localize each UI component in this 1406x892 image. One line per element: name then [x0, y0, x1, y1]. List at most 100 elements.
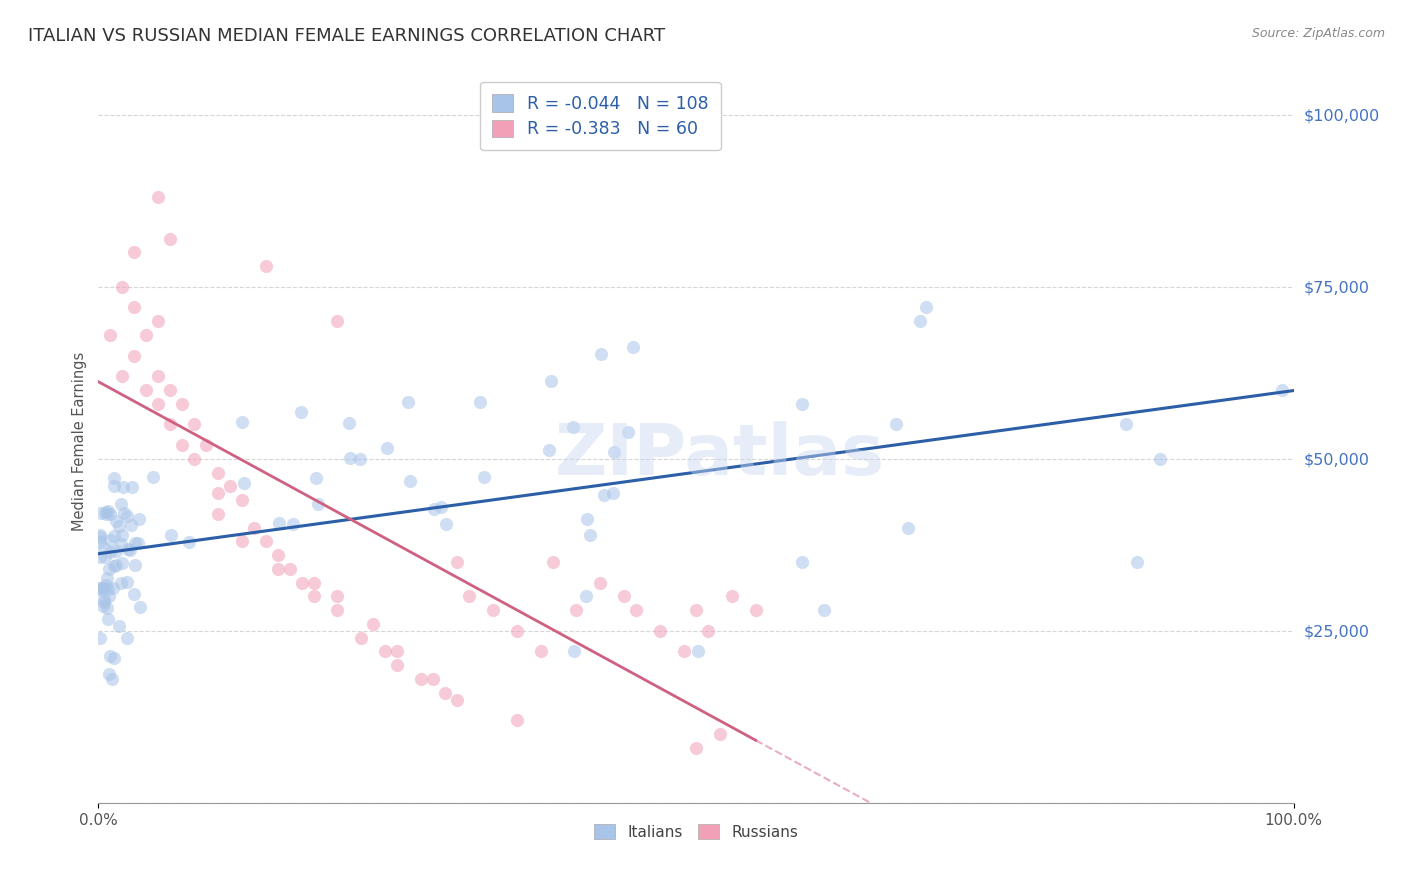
Point	[326, 603, 349, 617]
Point	[326, 314, 349, 328]
Point	[231, 493, 253, 508]
Point	[398, 474, 420, 488]
Point	[337, 417, 360, 431]
Point	[160, 527, 183, 541]
Point	[813, 603, 835, 617]
Point	[103, 529, 125, 543]
Point	[90, 506, 112, 520]
Point	[135, 327, 157, 342]
Point	[468, 395, 491, 409]
Point	[148, 314, 170, 328]
Point	[267, 562, 290, 576]
Point	[697, 624, 720, 638]
Text: Source: ZipAtlas.com: Source: ZipAtlas.com	[1251, 27, 1385, 40]
Point	[93, 595, 115, 609]
Point	[565, 603, 588, 617]
Point	[89, 581, 111, 595]
Point	[374, 644, 396, 658]
Point	[575, 590, 598, 604]
Point	[98, 545, 121, 559]
Point	[385, 658, 409, 673]
Point	[1271, 383, 1294, 397]
Point	[110, 497, 132, 511]
Point	[93, 541, 115, 555]
Point	[97, 582, 120, 597]
Point	[243, 520, 266, 534]
Point	[231, 415, 253, 429]
Point	[89, 549, 111, 564]
Point	[422, 501, 444, 516]
Point	[148, 369, 170, 384]
Point	[108, 619, 131, 633]
Point	[709, 727, 731, 741]
Point	[112, 506, 135, 520]
Point	[96, 505, 118, 519]
Point	[307, 497, 329, 511]
Point	[593, 488, 616, 502]
Point	[115, 509, 138, 524]
Point	[910, 314, 932, 328]
Point	[89, 528, 111, 542]
Point	[540, 374, 562, 388]
Point	[304, 471, 326, 485]
Point	[434, 686, 457, 700]
Point	[124, 301, 146, 315]
Point	[506, 713, 529, 727]
Point	[103, 559, 125, 574]
Point	[278, 562, 301, 576]
Point	[159, 383, 181, 397]
Point	[884, 417, 907, 432]
Point	[98, 648, 121, 663]
Point	[183, 417, 205, 432]
Point	[89, 632, 111, 646]
Point	[89, 535, 111, 549]
Point	[98, 327, 122, 342]
Point	[121, 480, 143, 494]
Point	[474, 470, 496, 484]
Point	[232, 475, 254, 490]
Point	[94, 550, 117, 565]
Point	[254, 259, 277, 273]
Point	[135, 383, 157, 397]
Point	[115, 631, 138, 645]
Point	[103, 479, 125, 493]
Point	[96, 508, 118, 522]
Point	[93, 592, 115, 607]
Point	[117, 542, 139, 557]
Point	[396, 395, 419, 409]
Point	[613, 590, 636, 604]
Point	[506, 624, 529, 638]
Point	[89, 530, 111, 544]
Point	[541, 555, 564, 569]
Point	[385, 644, 409, 658]
Point	[111, 369, 134, 384]
Point	[172, 397, 194, 411]
Point	[124, 536, 146, 550]
Point	[579, 528, 602, 542]
Point	[90, 582, 112, 596]
Point	[96, 571, 118, 585]
Point	[91, 599, 114, 613]
Point	[589, 575, 612, 590]
Point	[97, 612, 120, 626]
Point	[458, 590, 481, 604]
Point	[283, 517, 305, 532]
Point	[626, 603, 648, 617]
Point	[124, 349, 146, 363]
Point	[422, 672, 444, 686]
Point	[219, 479, 242, 493]
Point	[897, 520, 920, 534]
Point	[745, 603, 768, 617]
Point	[685, 740, 707, 755]
Point	[673, 644, 696, 658]
Point	[290, 405, 312, 419]
Point	[96, 578, 118, 592]
Point	[326, 590, 349, 604]
Point	[267, 548, 290, 562]
Point	[267, 516, 290, 530]
Point	[603, 445, 626, 459]
Point	[124, 245, 146, 260]
Point	[127, 536, 149, 550]
Point	[97, 562, 120, 576]
Point	[291, 575, 314, 590]
